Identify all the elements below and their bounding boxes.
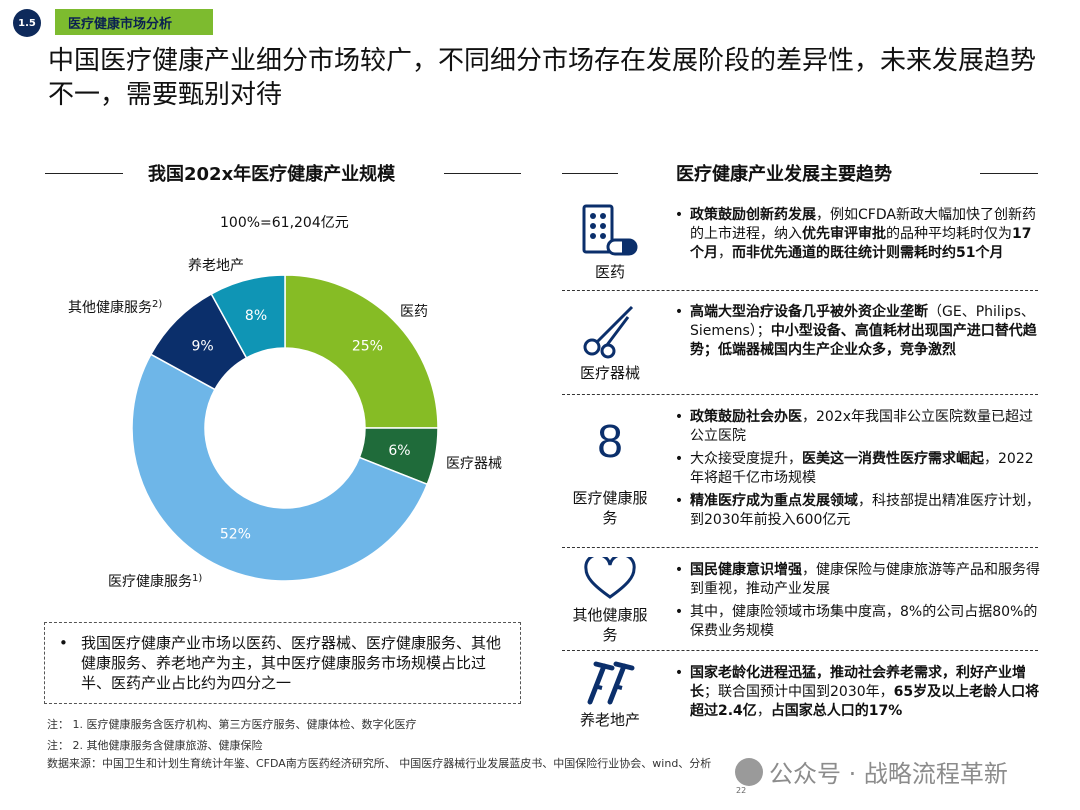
slice-value-label: 8% [245,308,267,324]
donut-slice [131,353,429,582]
donut-slice [210,274,286,359]
bullet-text: 国家老龄化进程迅猛，推动社会养老需求，利好产业增长；联合国预计中国到2030年，… [690,665,1040,719]
trend-name: 医疗器械 [579,364,640,382]
chart-total-label: 100%=61,204亿元 [220,215,349,231]
bullet-dot: • [674,207,684,223]
trend-bullets: • 政策鼓励创新药发展，例如CFDA新政大幅加快了创新药的上市进程，纳入优先审评审… [668,206,1040,267]
footnote-2: 注： 2. 其他健康服务含健康旅游、健康保险 [47,739,263,752]
trend-bullet: • 大众接受度提升，医美这一消费性医疗需求崛起，2022年将超千亿市场规模 [668,450,1040,488]
footnote-1: 注： 1. 医疗健康服务含医疗机构、第三方医疗服务、健康体检、数字化医疗 [47,718,417,731]
watermark: 公众号 · 战略流程革新 [735,754,1008,789]
trend-separator [562,290,1038,291]
slide-headline: 中国医疗健康产业细分市场较广，不同细分市场存在发展阶段的差异性，未来发展趋势不一… [48,46,1037,110]
left-title-rule-left [45,173,123,174]
bullet-text: 政策鼓励社会办医，202x年我国非公立医院数量已超过公立医院 [690,409,1034,444]
trend-bullet: • 国家老龄化进程迅猛，推动社会养老需求，利好产业增长；联合国预计中国到2030年… [668,664,1040,721]
slice-value-label: 52% [220,526,251,542]
trend-bullet: • 政策鼓励社会办医，202x年我国非公立医院数量已超过公立医院 [668,408,1040,446]
trend-icon-block: 8 医疗健康服务 [560,414,660,528]
trend-icon-block: 养老地产 [560,658,660,730]
bullet-dot: • [674,304,684,320]
trend-name: 其他健康服务 [572,606,648,644]
trend-bullets: • 政策鼓励社会办医，202x年我国非公立医院数量已超过公立医院 • 大众接受度提升，… [668,408,1040,534]
slice-category-label: 医疗健康服务1) [108,573,202,590]
trend-row-health-service: 8 医疗健康服务 • 政策鼓励社会办医，202x年我国非公立医院数量已超过公立医院… [560,398,1040,544]
trend-row-medicine: 医药 • 政策鼓励创新药发展，例如CFDA新政大幅加快了创新药的上市进程，纳入优先… [560,198,1040,288]
bullet-text: 其中，健康险领域市场集中度高，8%的公司占据80%的保费业务规模 [690,604,1038,639]
summary-bullet: • [59,634,68,652]
right-title-rule-right [980,173,1038,174]
trend-row-device: 医疗器械 • 高端大型治疗设备几乎被外资企业垄断（GE、Philips、Sieme… [560,293,1040,391]
slice-category-label: 其他健康服务2) [68,299,162,316]
watermark-text: 公众号 · 战略流程革新 [769,760,1008,788]
slice-value-label: 6% [388,443,410,459]
slice-value-label: 25% [352,339,383,355]
summary-box: • 我国医疗健康产业市场以医药、医疗器械、医疗健康服务、其他健康服务、养老地产为… [44,622,521,704]
donut-slice [284,274,439,429]
section-number-badge: 1.5 [13,9,41,37]
right-title-rule-left [562,173,618,174]
trend-separator [562,394,1038,395]
health-service-icon: 8 [597,415,623,467]
section-label: 医疗健康市场分析 [55,9,213,35]
slice-value-label: 9% [192,339,214,355]
medicine-icon [582,204,638,256]
summary-text: 我国医疗健康产业市场以医药、医疗器械、医疗健康服务、其他健康服务、养老地产为主，… [81,634,502,692]
bullet-dot: • [674,604,684,620]
trend-bullets: • 国民健康意识增强，健康保险与健康旅游等产品和服务得到重视，推动产业发展 • 其中，… [668,561,1040,645]
bullet-text: 高端大型治疗设备几乎被外资企业垄断（GE、Philips、Siemens）；中小… [690,304,1037,358]
bullet-dot: • [674,493,684,509]
chart-title: 我国202x年医疗健康产业规模 [148,164,396,185]
slice-footnote-mark: 1) [192,573,202,584]
trend-name: 医疗健康服务 [572,489,648,527]
trend-name: 医药 [594,263,625,281]
wechat-icon [735,757,763,786]
bullet-text: 国民健康意识增强，健康保险与健康旅游等产品和服务得到重视，推动产业发展 [690,562,1040,597]
trend-separator [562,650,1038,651]
trend-bullets: • 高端大型治疗设备几乎被外资企业垄断（GE、Philips、Siemens）；中… [668,303,1040,364]
slice-category-label: 养老地产 [188,258,244,274]
trend-separator [562,547,1038,548]
trend-bullet: • 其中，健康险领域市场集中度高，8%的公司占据80%的保费业务规模 [668,603,1040,641]
slice-category-label: 医疗器械 [446,456,502,472]
trend-bullets: • 国家老龄化进程迅猛，推动社会养老需求，利好产业增长；联合国预计中国到2030年… [668,664,1040,725]
trend-bullet: • 政策鼓励创新药发展，例如CFDA新政大幅加快了创新药的上市进程，纳入优先审评审… [668,206,1040,263]
slice-footnote-mark: 2) [152,299,162,310]
crutches-icon [587,661,635,705]
trend-bullet: • 国民健康意识增强，健康保险与健康旅游等产品和服务得到重视，推动产业发展 [668,561,1040,599]
trend-bullet: • 精准医疗成为重点发展领域，科技部提出精准医疗计划，到2030年前投入600亿元 [668,492,1040,530]
trend-icon-block: 医疗器械 [560,303,660,383]
bullet-text: 政策鼓励创新药发展，例如CFDA新政大幅加快了创新药的上市进程，纳入优先审评审批… [690,207,1036,261]
trend-row-elderly-housing: 养老地产 • 国家老龄化进程迅猛，推动社会养老需求，利好产业增长；联合国预计中国到… [560,654,1040,738]
trend-icon-block: 医药 [560,204,660,282]
heart-icon [584,557,636,599]
scissors-icon [583,305,634,359]
slice-category-label: 医药 [400,304,428,320]
bullet-dot: • [674,409,684,425]
data-source: 数据来源：中国卫生和计划生育统计年鉴、CFDA南方医药经济研究所、 中国医疗器械… [47,757,712,770]
bullet-dot: • [674,665,684,681]
bullet-text: 精准医疗成为重点发展领域，科技部提出精准医疗计划，到2030年前投入600亿元 [690,493,1040,528]
trend-icon-block: 其他健康服务 [560,557,660,645]
trends-title: 医疗健康产业发展主要趋势 [676,164,892,185]
trend-row-other-service: 其他健康服务 • 国民健康意识增强，健康保险与健康旅游等产品和服务得到重视，推动产… [560,551,1040,647]
bullet-dot: • [674,562,684,578]
trend-name: 养老地产 [579,711,640,729]
trend-bullet: • 高端大型治疗设备几乎被外资企业垄断（GE、Philips、Siemens）；中… [668,303,1040,360]
bullet-dot: • [674,451,684,467]
page-number: 22 [736,786,747,795]
left-title-rule-right [444,173,521,174]
donut-chart: 25% 医药 6% 医疗器械 52% 医疗健康服务1) 9% 其他健康服务2) 8% 养老地产 [68,258,502,590]
bullet-text: 大众接受度提升，医美这一消费性医疗需求崛起，2022年将超千亿市场规模 [690,451,1034,486]
